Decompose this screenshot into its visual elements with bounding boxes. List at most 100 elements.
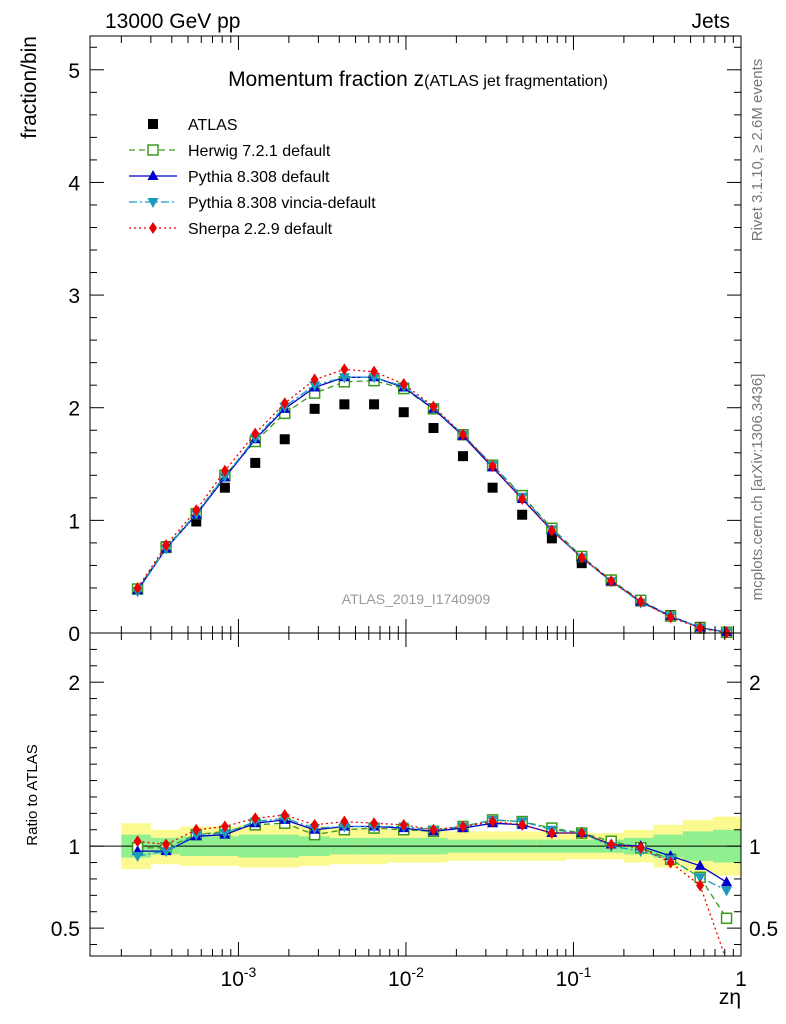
ratio-point	[160, 847, 172, 858]
ratio-point	[607, 838, 616, 851]
x-tick-label: 10-3	[221, 964, 257, 991]
ratio-point	[694, 873, 706, 884]
energy-label: 13000 GeV pp	[105, 10, 240, 33]
ratio-y-tick-label: 1	[68, 836, 80, 859]
legend-item-pythia-8-308-default: Pythia 8.308 default	[129, 169, 330, 186]
mc-point	[340, 363, 349, 376]
ratio-y-tick-label-right: 0.5	[749, 918, 778, 941]
mc-point	[338, 373, 350, 384]
y-tick-label: 5	[68, 60, 80, 83]
main-plot-area	[131, 363, 733, 639]
ratio-panel: 10-3 10-2 10-1 1 0.5 0.5 1 1 2 2 Ratio to ATLAS z…	[24, 632, 778, 1009]
legend-label: Herwig 7.2.1 default	[188, 143, 331, 160]
data-point	[428, 422, 439, 433]
legend: ATLAS Herwig 7.2.1 default Pythia 8.308 de…	[129, 117, 376, 238]
data-point	[250, 457, 261, 468]
y-tick-label: 1	[68, 510, 80, 533]
y-tick-label: 3	[68, 285, 80, 308]
data-point	[219, 482, 230, 493]
ratio-point	[577, 827, 586, 840]
ratio-point	[340, 815, 349, 828]
ratio-point	[721, 886, 733, 897]
ratio-point	[162, 838, 171, 851]
ratio-point	[192, 823, 201, 836]
data-point	[339, 399, 350, 410]
x-tick-label: 10-2	[388, 964, 424, 991]
ratio-point	[720, 912, 733, 925]
ratio-point	[133, 835, 142, 848]
mc-point	[133, 581, 142, 594]
ratio-point	[310, 818, 319, 831]
main-panel: 0 1 2 3 4 5 fraction/bin Momentum fraction z(…	[18, 35, 742, 646]
data-point	[279, 434, 290, 445]
legend-label: Pythia 8.308 default	[188, 169, 330, 186]
legend-marker	[149, 222, 157, 234]
legend-marker	[147, 144, 159, 156]
data-point	[546, 533, 557, 544]
legend-item-herwig-7-2-1-default: Herwig 7.2.1 default	[129, 143, 331, 160]
ratio-point	[666, 856, 675, 869]
mc-point	[458, 428, 467, 441]
mc-point	[192, 504, 201, 517]
mc-point	[547, 524, 556, 537]
mc-point	[666, 611, 675, 624]
mc-point	[309, 381, 321, 392]
mc-point	[399, 378, 408, 391]
data-point	[191, 516, 202, 527]
legend-label: ATLAS	[188, 117, 238, 134]
data-point	[398, 407, 409, 418]
ratio-y-tick-label: 0.5	[51, 918, 80, 941]
main-title-main: Momentum fraction z	[228, 68, 424, 91]
legend-marker	[147, 198, 159, 208]
mc-point	[696, 622, 705, 635]
x-tick-label: 10-1	[556, 964, 592, 991]
mc-point	[368, 373, 380, 384]
ratio-plot-area	[90, 808, 741, 956]
data-point	[517, 509, 528, 520]
ratio-xlabel: zη	[719, 986, 741, 1009]
data-point	[309, 403, 320, 414]
ratio-point	[429, 823, 438, 836]
mc-point	[251, 427, 260, 440]
source-label: mcplots.cern.ch [arXiv:1306.3436]	[749, 374, 766, 601]
ratio-point	[370, 817, 379, 830]
mc-point	[310, 373, 319, 386]
main-axes: 0 1 2 3 4 5	[68, 36, 742, 646]
ratio-series-sherpa-2-2-9-default	[133, 808, 726, 956]
ratio-ylabel: Ratio to ATLAS	[24, 744, 41, 845]
ratio-point	[219, 829, 231, 840]
ratio-axes: 10-3 10-2 10-1 1 0.5 0.5 1 1 2 2	[51, 633, 778, 991]
y-tick-label: 0	[68, 623, 80, 646]
mc-point	[162, 539, 171, 552]
ratio-point	[696, 879, 705, 892]
ratio-point	[488, 815, 497, 828]
ratio-point	[721, 876, 733, 887]
mc-point	[429, 400, 438, 413]
data-point	[369, 399, 380, 410]
ratio-point	[636, 841, 645, 854]
ratio-point	[694, 859, 706, 870]
ratio-point	[251, 812, 260, 825]
y-tick-label: 2	[68, 398, 80, 421]
mc-point	[636, 595, 645, 608]
ratio-point	[547, 827, 556, 840]
ratio-point	[399, 818, 408, 831]
legend-label: Sherpa 2.2.9 default	[188, 221, 333, 238]
data-point	[487, 482, 498, 493]
mc-point	[280, 397, 289, 410]
main-title: Momentum fraction z(ATLAS jet fragmentat…	[228, 68, 608, 91]
ratio-point	[518, 818, 527, 831]
mc-point	[370, 365, 379, 378]
legend-item-pythia-8-308-vincia-default: Pythia 8.308 vincia-default	[129, 195, 376, 212]
analysis-label: ATLAS_2019_I1740909	[342, 591, 491, 607]
ratio-point	[458, 820, 467, 833]
data-point	[457, 451, 468, 462]
mc-point	[488, 460, 497, 473]
mc-point	[518, 492, 527, 505]
ratio-y-tick-label-right: 1	[749, 836, 761, 859]
ratio-y-tick-label: 2	[68, 672, 80, 695]
ratio-line	[137, 814, 726, 956]
legend-item-atlas: ATLAS	[148, 117, 238, 134]
ratio-point	[220, 820, 229, 833]
